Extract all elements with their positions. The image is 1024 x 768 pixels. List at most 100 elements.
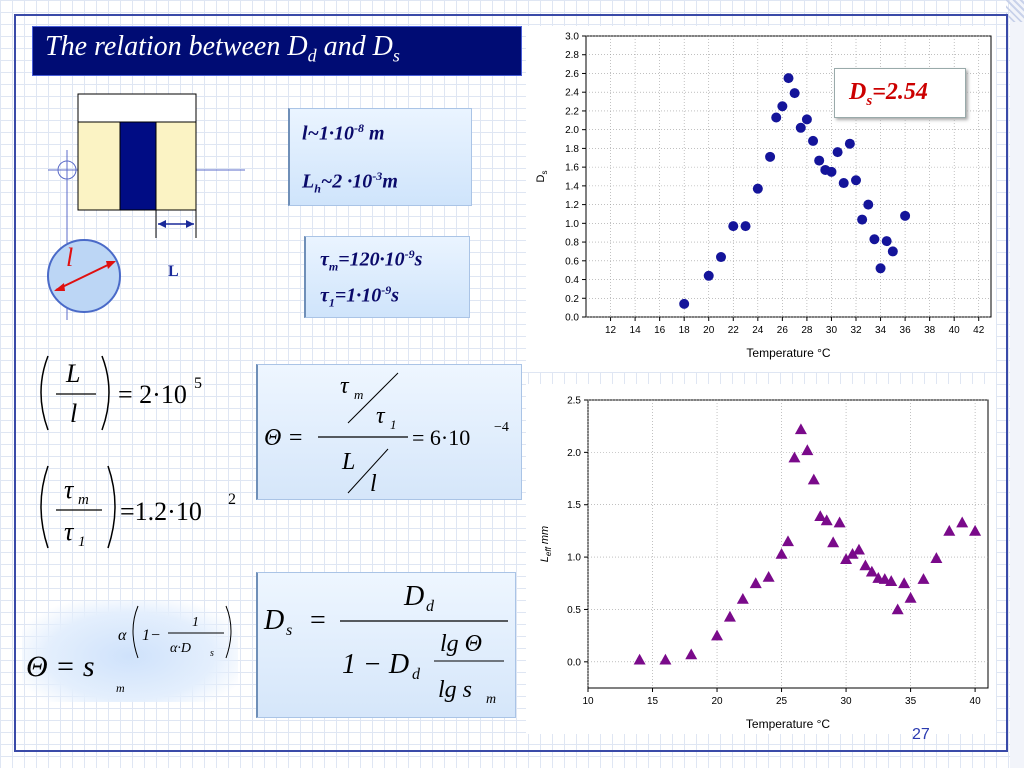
eq1-rhs: = 2·10 — [118, 380, 187, 409]
y-axis-label-unit: mm — [539, 526, 551, 547]
data-point — [801, 114, 812, 125]
y-tick-label: 0.4 — [565, 275, 579, 286]
data-point — [814, 510, 827, 522]
eq3-top2-sub: 1 — [390, 417, 397, 432]
title-sub-d: d — [307, 45, 317, 66]
theta-ratio-box: Θ = τ m τ 1 L l = 6·10 −4 — [256, 364, 522, 500]
paren-right — [101, 355, 110, 431]
y-tick-label: 2.5 — [567, 396, 581, 407]
y-tick-label: 0.6 — [565, 256, 579, 267]
slide-frame — [14, 14, 1008, 752]
chart-leff-panel: 10 15 20 25 30 35 40 0.0 0.5 1.0 1.5 2.0 2.5 Temperat… — [526, 384, 996, 734]
eq2-exponent: 2 — [228, 491, 236, 508]
data-point — [740, 221, 751, 232]
eq4-frac-num: 1 — [192, 615, 199, 630]
param-l-unit: m — [363, 122, 385, 145]
theta-power-box: Θ = s m α 1− 1 α·D s — [22, 600, 238, 702]
x-tick-label: 14 — [630, 325, 642, 336]
data-point — [814, 155, 825, 166]
x-tick-label: 26 — [777, 325, 789, 336]
theta-ratio-svg: Θ = τ m τ 1 L l = 6·10 −4 — [264, 372, 509, 497]
tau-1-line: τ1=1·10-9s — [320, 283, 399, 311]
x-tick-label: 10 — [582, 696, 594, 707]
y-axis-label-sub: s — [540, 171, 549, 175]
device-top-plate — [77, 93, 197, 123]
y-tick-label: 0.0 — [567, 657, 581, 668]
tau-1-sub: 1 — [328, 295, 335, 310]
param-Lh-unit: m — [382, 170, 398, 193]
paren-right — [107, 465, 116, 549]
data-point — [783, 73, 794, 84]
tau-m-exp: -9 — [404, 247, 415, 261]
data-point — [827, 536, 840, 548]
data-point — [659, 653, 672, 665]
data-point — [807, 473, 820, 485]
data-point — [844, 138, 855, 149]
tau-1-sym: τ — [320, 284, 329, 307]
param-l-line: l~1·10-8 m — [302, 121, 385, 146]
data-point — [969, 524, 982, 536]
y-tick-label: 1.6 — [565, 163, 579, 174]
slide-title: The relation between Dd and Ds — [45, 31, 400, 67]
data-point — [703, 270, 714, 281]
title-box: The relation between Dd and Ds — [32, 26, 522, 76]
x-tick-label: 20 — [711, 696, 723, 707]
y-tick-label: 0.8 — [565, 238, 579, 249]
eq3-top-sub: m — [354, 387, 363, 402]
x-tick-label: 32 — [850, 325, 862, 336]
data-point — [679, 298, 690, 309]
data-point — [881, 236, 892, 247]
data-point — [840, 553, 853, 564]
dimension-arrowhead-left — [158, 220, 166, 228]
page-number: 27 — [912, 726, 930, 743]
tau-1-exp: -9 — [381, 283, 392, 297]
y-tick-label: 3.0 — [565, 32, 579, 43]
ds-formula-box: D s = D d 1 − D d lg Θ lg s m — [256, 572, 516, 718]
y-tick-label: 0.2 — [565, 294, 579, 305]
axis-origin-circle — [57, 160, 77, 180]
eq3-bot-slash — [347, 448, 389, 494]
x-tick-label: 22 — [728, 325, 740, 336]
title-prefix: The relation between D — [45, 31, 308, 62]
data-point — [633, 653, 646, 665]
label-L: L — [168, 263, 179, 280]
theta-power-svg: Θ = s m α 1− 1 α·D s — [26, 605, 232, 695]
data-point — [728, 221, 739, 232]
eq1-denominator: l — [70, 399, 77, 428]
data-point — [838, 178, 849, 189]
data-point — [765, 151, 776, 162]
x-tick-label: 18 — [679, 325, 691, 336]
eq2-den-sub: 1 — [78, 534, 86, 550]
data-point — [794, 423, 807, 435]
data-point — [943, 524, 956, 536]
x-tick-label: 24 — [752, 325, 764, 336]
tau-1-val: =1·10 — [334, 284, 382, 307]
data-point — [863, 199, 874, 210]
ds-formula-svg: D s = D d 1 − D d lg Θ lg s m — [263, 581, 508, 707]
data-point — [887, 246, 898, 257]
data-point — [771, 112, 782, 123]
eq5-lg-den-sub: m — [486, 692, 496, 707]
params-box: l~1·10-8 m Lh~2 ·10-3m — [288, 108, 472, 206]
eq3-lhs: Θ = — [264, 425, 304, 451]
x-tick-label: 20 — [703, 325, 715, 336]
eq3-top2-tau: τ — [376, 403, 386, 429]
device-diagram: L l — [47, 93, 245, 320]
param-Lh-exp: -3 — [372, 169, 383, 183]
data-point — [736, 592, 749, 604]
data-point — [891, 603, 904, 615]
pore-diameter-line — [55, 261, 115, 291]
x-axis-label: Temperature °C — [746, 346, 830, 360]
tau-1-unit: s — [391, 284, 400, 307]
y-tick-label: 0.0 — [565, 313, 579, 324]
eq4-paren-right — [225, 605, 232, 659]
tau-m-unit: s — [414, 248, 423, 271]
y-tick-label: 1.8 — [565, 144, 579, 155]
param-Lh-sub: h — [314, 181, 321, 196]
ds-value-text: Ds=2.54 — [849, 79, 928, 110]
y-tick-label: 0.5 — [567, 605, 581, 616]
eq4-lhs: Θ = s — [26, 650, 95, 683]
data-point — [930, 552, 943, 563]
data-point — [762, 570, 775, 582]
eq5-lg-den: lg s — [438, 677, 472, 703]
